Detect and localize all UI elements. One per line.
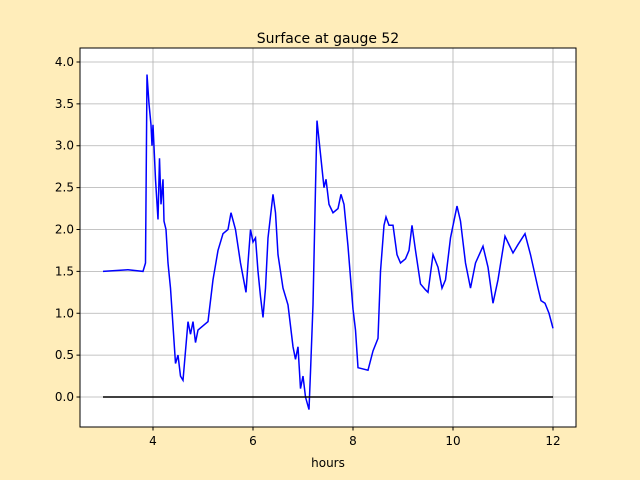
- y-tick-label: 2.0: [55, 223, 74, 237]
- y-tick-label: 3.5: [55, 97, 74, 111]
- y-tick-label: 0.5: [55, 348, 74, 362]
- y-tick-label: 1.0: [55, 306, 74, 320]
- x-tick-label: 10: [445, 434, 460, 448]
- axes-frame: [79, 47, 577, 428]
- x-tick-label: 8: [349, 434, 357, 448]
- y-tick-label: 1.5: [55, 264, 74, 278]
- chart-title: Surface at gauge 52: [257, 31, 399, 47]
- y-tick-label: 3.0: [55, 139, 74, 153]
- x-tick-label: 6: [249, 434, 257, 448]
- y-tick-label: 0.0: [55, 390, 74, 404]
- x-tick-label: 4: [149, 434, 157, 448]
- y-tick-label: 2.5: [55, 181, 74, 195]
- x-tick-label: 12: [545, 434, 560, 448]
- y-tick-label: 4.0: [55, 55, 74, 69]
- plot-area: [80, 48, 576, 427]
- x-axis-label: hours: [311, 456, 345, 470]
